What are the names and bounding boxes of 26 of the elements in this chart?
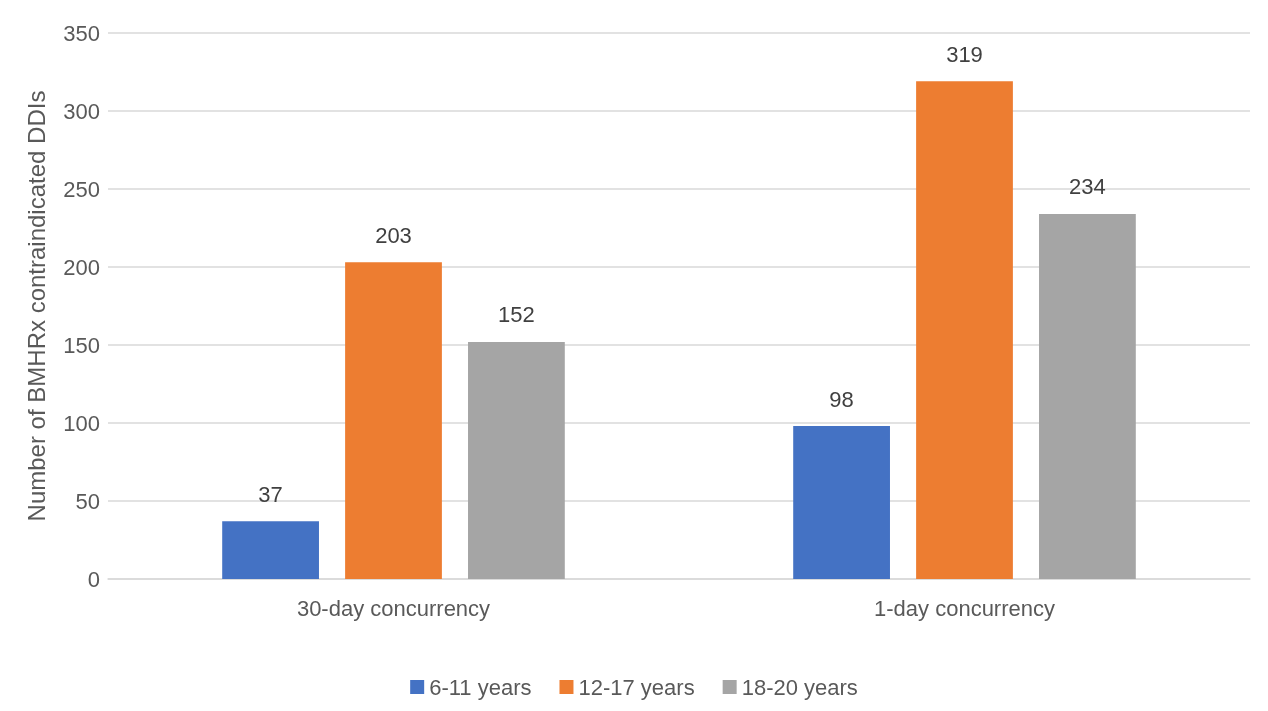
data-label: 319 bbox=[946, 41, 983, 67]
bar bbox=[468, 341, 565, 579]
y-tick-label: 100 bbox=[63, 410, 100, 436]
legend-label: 6-11 years bbox=[429, 674, 532, 700]
y-axis-title: Number of BMHRx contraindicated DDIs bbox=[22, 90, 50, 522]
y-tick-label: 350 bbox=[63, 20, 100, 46]
y-tick-label: 200 bbox=[63, 254, 100, 280]
legend-label: 18-20 years bbox=[741, 674, 858, 700]
legend-label: 12-17 years bbox=[578, 674, 695, 700]
data-label: 203 bbox=[375, 222, 412, 248]
data-label: 98 bbox=[829, 386, 854, 412]
y-tick-label: 50 bbox=[75, 488, 100, 514]
bar bbox=[916, 81, 1013, 579]
y-tick-label: 150 bbox=[63, 332, 100, 358]
y-tick-label: 300 bbox=[63, 98, 100, 124]
bar bbox=[222, 521, 319, 579]
x-tick-label: 30-day concurrency bbox=[296, 595, 491, 621]
y-tick-label: 0 bbox=[87, 566, 100, 592]
bar bbox=[345, 262, 442, 579]
y-tick-label: 250 bbox=[63, 176, 100, 202]
data-label: 37 bbox=[258, 481, 283, 507]
x-tick-label: 1-day concurrency bbox=[874, 595, 1055, 621]
bar bbox=[793, 426, 890, 579]
data-label: 234 bbox=[1069, 174, 1106, 200]
data-label: 152 bbox=[498, 302, 535, 328]
bar bbox=[1039, 213, 1136, 579]
